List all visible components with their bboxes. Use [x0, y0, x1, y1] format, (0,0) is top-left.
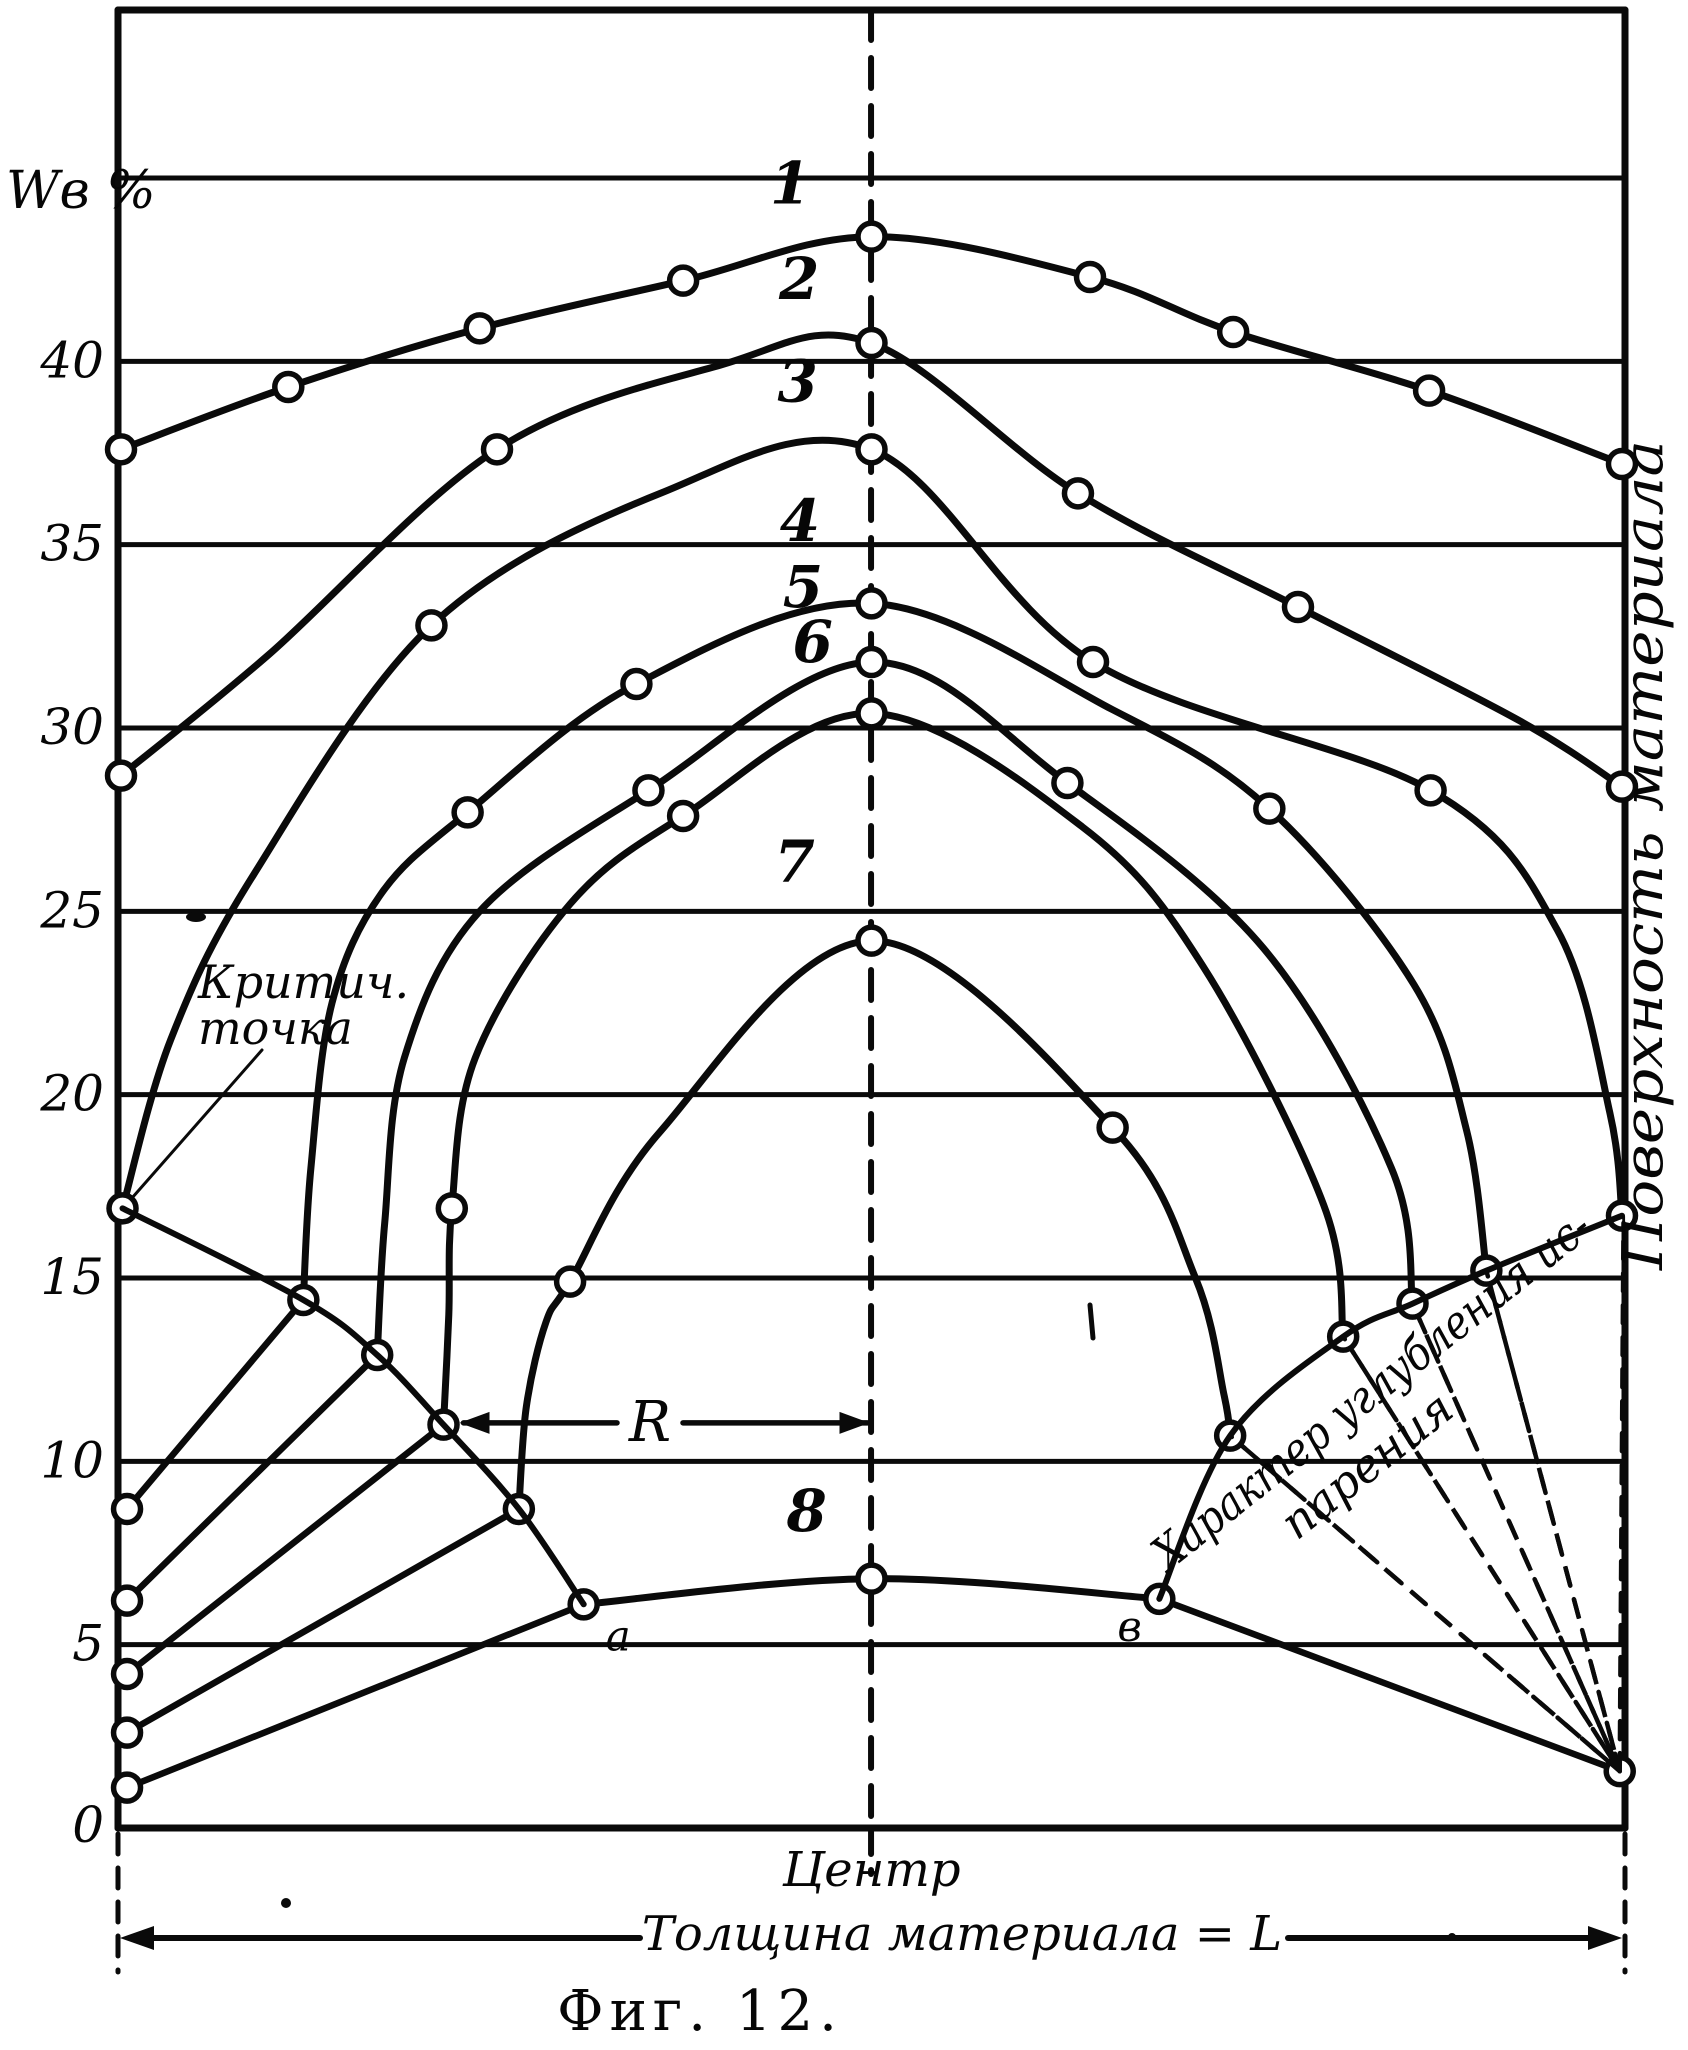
curve-label-3: 3 — [777, 348, 817, 416]
data-point-marker — [415, 609, 448, 642]
curve-3: 3 — [106, 348, 1639, 1232]
y-tick-label-15: 15 — [40, 1248, 104, 1306]
y-tick-label-40: 40 — [39, 331, 104, 389]
data-point-marker — [553, 1265, 587, 1298]
y-tick-label-0: 0 — [72, 1796, 104, 1854]
data-point-marker — [1605, 447, 1639, 481]
thickness-arrowhead-left — [120, 1926, 154, 1950]
data-point-marker — [1605, 770, 1639, 803]
data-point-marker — [463, 312, 496, 345]
data-point-marker — [855, 697, 888, 730]
data-point-marker — [1076, 645, 1110, 679]
curve-label-4: 4 — [780, 487, 820, 555]
y-axis-label: Wв % — [6, 161, 156, 221]
curve-7-arc — [515, 937, 1234, 1513]
curve-2: 2 — [104, 245, 1639, 803]
data-point-marker — [1216, 315, 1250, 349]
dashed-fan-line-2 — [1410, 1301, 1622, 1774]
curve-6-surface-segment-left — [123, 1421, 447, 1678]
data-point-marker — [1051, 766, 1084, 800]
evaporation-label-group: Характер углубления ис-парения — [1139, 1199, 1601, 1582]
curve-5-surface-segment-left — [123, 1351, 381, 1604]
dashed-fan-line-0 — [1227, 1433, 1622, 1774]
data-point-marker — [855, 433, 888, 466]
data-point-marker — [855, 220, 888, 253]
data-point-marker — [1073, 260, 1107, 294]
curve-5-arc — [373, 658, 1416, 1359]
curve-4-surface-segment-left — [123, 1296, 307, 1513]
data-point-marker — [666, 799, 700, 833]
data-point-marker — [104, 759, 138, 792]
ink-dot-artifact — [281, 1898, 291, 1908]
curve-label-2: 2 — [778, 245, 819, 313]
evaporation-boundary-right — [1156, 1212, 1625, 1602]
point-b-label: в — [1117, 1602, 1141, 1651]
curve-label-1: 1 — [770, 150, 810, 218]
data-point-marker — [666, 264, 700, 297]
data-point-marker — [620, 667, 653, 701]
data-point-marker — [855, 1562, 888, 1595]
y-tick-label-35: 35 — [40, 515, 104, 573]
curve-4-arc — [299, 599, 1490, 1304]
figure-caption: Фиг. 12. — [557, 1979, 843, 2044]
curve-label-7: 7 — [774, 828, 814, 896]
radius-arrowhead-right — [839, 1411, 870, 1434]
data-point-marker — [110, 1657, 144, 1691]
evaporation-label-line1: Характер углубления ис- — [1139, 1199, 1601, 1582]
y-tick-label-30: 30 — [40, 698, 104, 756]
ink-blob-artifact — [186, 912, 206, 922]
data-point-marker — [451, 796, 484, 829]
data-point-marker — [632, 774, 665, 807]
curve-8-surface-segment-left — [123, 1601, 587, 1791]
data-point-marker — [110, 1716, 144, 1749]
data-point-marker — [435, 1192, 469, 1225]
critical-locus-left — [119, 1205, 587, 1608]
data-point-marker — [1281, 590, 1315, 624]
critical-point-label-line1: Критич. — [197, 955, 409, 1009]
data-point-marker — [272, 370, 305, 404]
curve-6: 6 — [110, 608, 1622, 1773]
data-point-marker — [1253, 792, 1286, 825]
curve-label-8: 8 — [786, 1477, 827, 1545]
data-point-marker — [855, 645, 888, 679]
curve-label-6: 6 — [793, 608, 833, 676]
y-tick-label-20: 20 — [39, 1065, 104, 1123]
dashed-fan-line-4 — [1617, 1220, 1626, 1774]
curve-7-surface-segment-left — [123, 1505, 523, 1736]
thickness-arrowhead-right — [1588, 1926, 1622, 1950]
stray-stroke-artifact — [1087, 1302, 1096, 1341]
data-point-marker — [110, 1584, 144, 1617]
data-point-marker — [855, 924, 888, 957]
thickness-label: Толщина материала = L — [642, 1906, 1282, 1962]
ink-dot-artifact-2 — [1448, 1933, 1456, 1941]
data-point-marker — [1412, 374, 1446, 407]
data-point-marker — [1096, 1111, 1129, 1144]
critical-point-label-line2: точка — [198, 1001, 353, 1055]
data-point-marker — [1414, 774, 1447, 807]
data-point-marker — [110, 1771, 144, 1804]
curve-8-surface-segment-right — [1156, 1595, 1623, 1775]
dashed-fan-line-3 — [1484, 1268, 1622, 1774]
radius-arrowhead-left — [459, 1411, 490, 1434]
data-point-marker — [855, 326, 888, 360]
data-point-marker — [1061, 477, 1095, 510]
y-tick-label-5: 5 — [72, 1615, 104, 1673]
curve-1: 1 — [104, 150, 1639, 481]
critical-point-pointer-line — [130, 1048, 264, 1200]
curve-label-5: 5 — [783, 553, 823, 621]
y-tick-label-25: 25 — [39, 881, 104, 939]
data-point-marker — [110, 1492, 144, 1526]
dashed-fan-line-1 — [1340, 1334, 1622, 1774]
data-point-marker — [104, 433, 138, 466]
data-point-marker — [855, 587, 888, 620]
center-label: Центр — [781, 1842, 960, 1898]
data-point-marker — [480, 433, 514, 466]
radius-label: R — [628, 1390, 671, 1455]
y-tick-label-10: 10 — [40, 1431, 104, 1489]
right-surface-label: Поверхность материала — [1612, 440, 1675, 1271]
point-a-label: а — [606, 1611, 631, 1660]
